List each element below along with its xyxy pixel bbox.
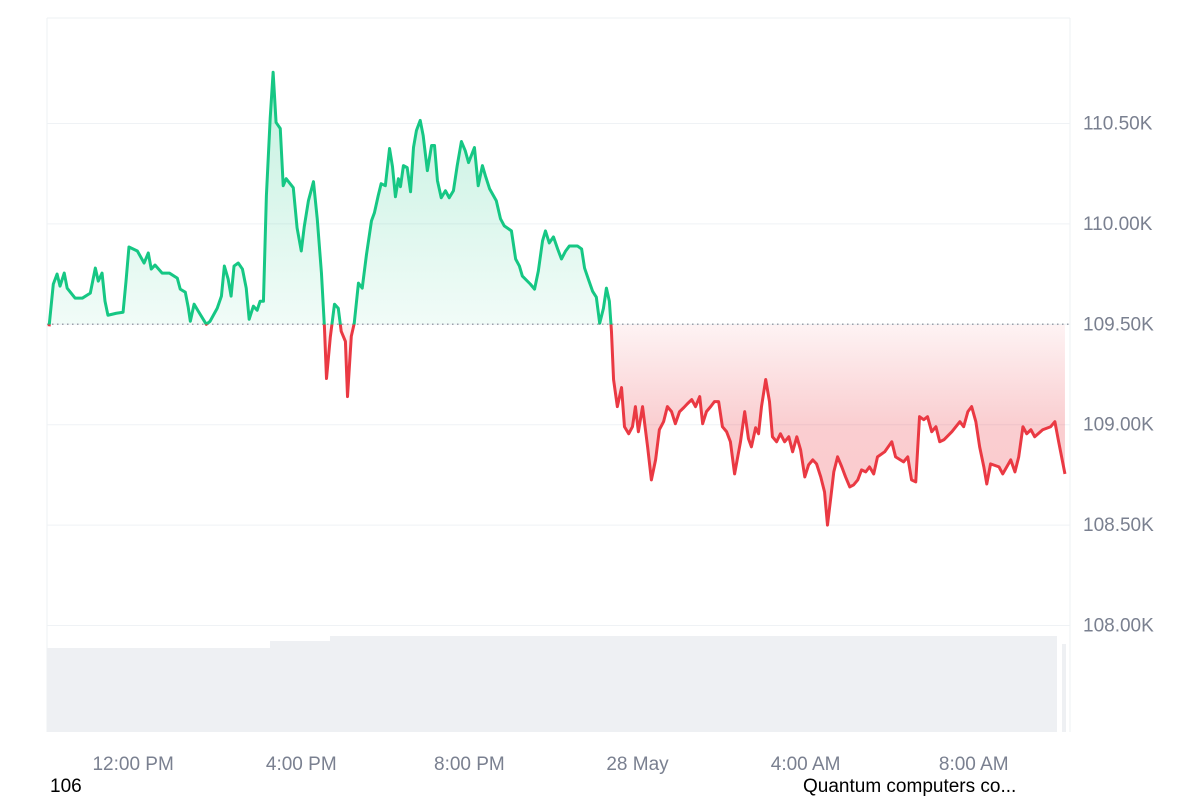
y-tick-label: 108.00K <box>1083 616 1154 637</box>
y-tick-label: 108.50K <box>1083 515 1154 536</box>
y-tick-label: 109.50K <box>1083 314 1154 335</box>
area <box>49 72 1065 526</box>
annotation: 106 <box>50 776 82 797</box>
y-tick-label: 109.00K <box>1083 415 1154 436</box>
x-tick-label: 4:00 AM <box>771 754 841 775</box>
x-tick-label: 28 May <box>606 754 669 775</box>
price-line <box>47 70 1067 527</box>
x-tick-label: 4:00 PM <box>266 754 337 775</box>
volume-backdrop <box>47 636 1066 732</box>
x-tick-label: 8:00 AM <box>939 754 1009 775</box>
annotation: Quantum computers co... <box>803 776 1016 797</box>
x-tick-label: 8:00 PM <box>434 754 505 775</box>
plot: 108.00K 108.50K 109.00K 109.50K 110.00K 110.5… <box>47 70 1154 797</box>
x-tick-label: 12:00 PM <box>92 754 173 775</box>
y-tick-label: 110.50K <box>1083 113 1153 134</box>
y-tick-label: 110.00K <box>1083 214 1153 235</box>
